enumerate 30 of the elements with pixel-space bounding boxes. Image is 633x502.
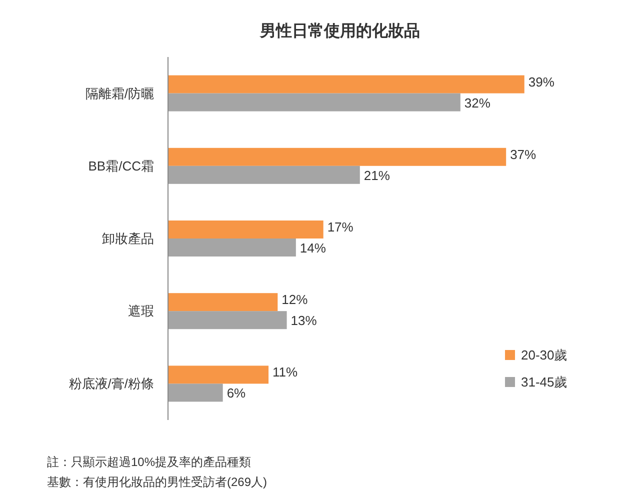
text: 註：只顯示超過10%提及率的產品種類 [47,455,252,469]
bar [168,384,223,402]
data-label: 32% [464,95,491,110]
bar [168,293,278,312]
y-tick-label: BB霜/CC霜 [88,158,154,174]
legend-label: 20-30歲 [521,348,568,362]
data-label: 12% [282,292,308,308]
data-label: 39% [528,74,555,90]
chart-title: 男性日常使用的化妝品 [259,22,420,40]
bar [168,93,460,112]
bar [168,220,324,238]
data-label: 13% [290,313,318,328]
y-tick-label: 卸妝產品 [102,231,154,246]
data-label: 14% [300,240,326,256]
data-label: 21% [364,168,390,183]
bar [168,166,360,184]
y-tick-label: 遮瑕 [128,304,154,319]
text: 基數：有使用化妝品的男性受訪者(269人) [47,475,268,489]
bar [168,75,524,94]
data-label: 11% [272,364,298,380]
data-label: 37% [510,146,537,162]
y-tick-label: 粉底液/膏/粉條 [68,376,154,392]
bar [168,311,287,330]
data-label: 6% [226,386,246,401]
data-label: 17% [327,220,354,234]
bar [168,238,296,256]
y-tick-label: 隔離霜/防曬 [85,86,154,101]
legend-label: 31-45歲 [521,374,568,390]
bar [168,366,269,384]
bar [168,148,506,166]
